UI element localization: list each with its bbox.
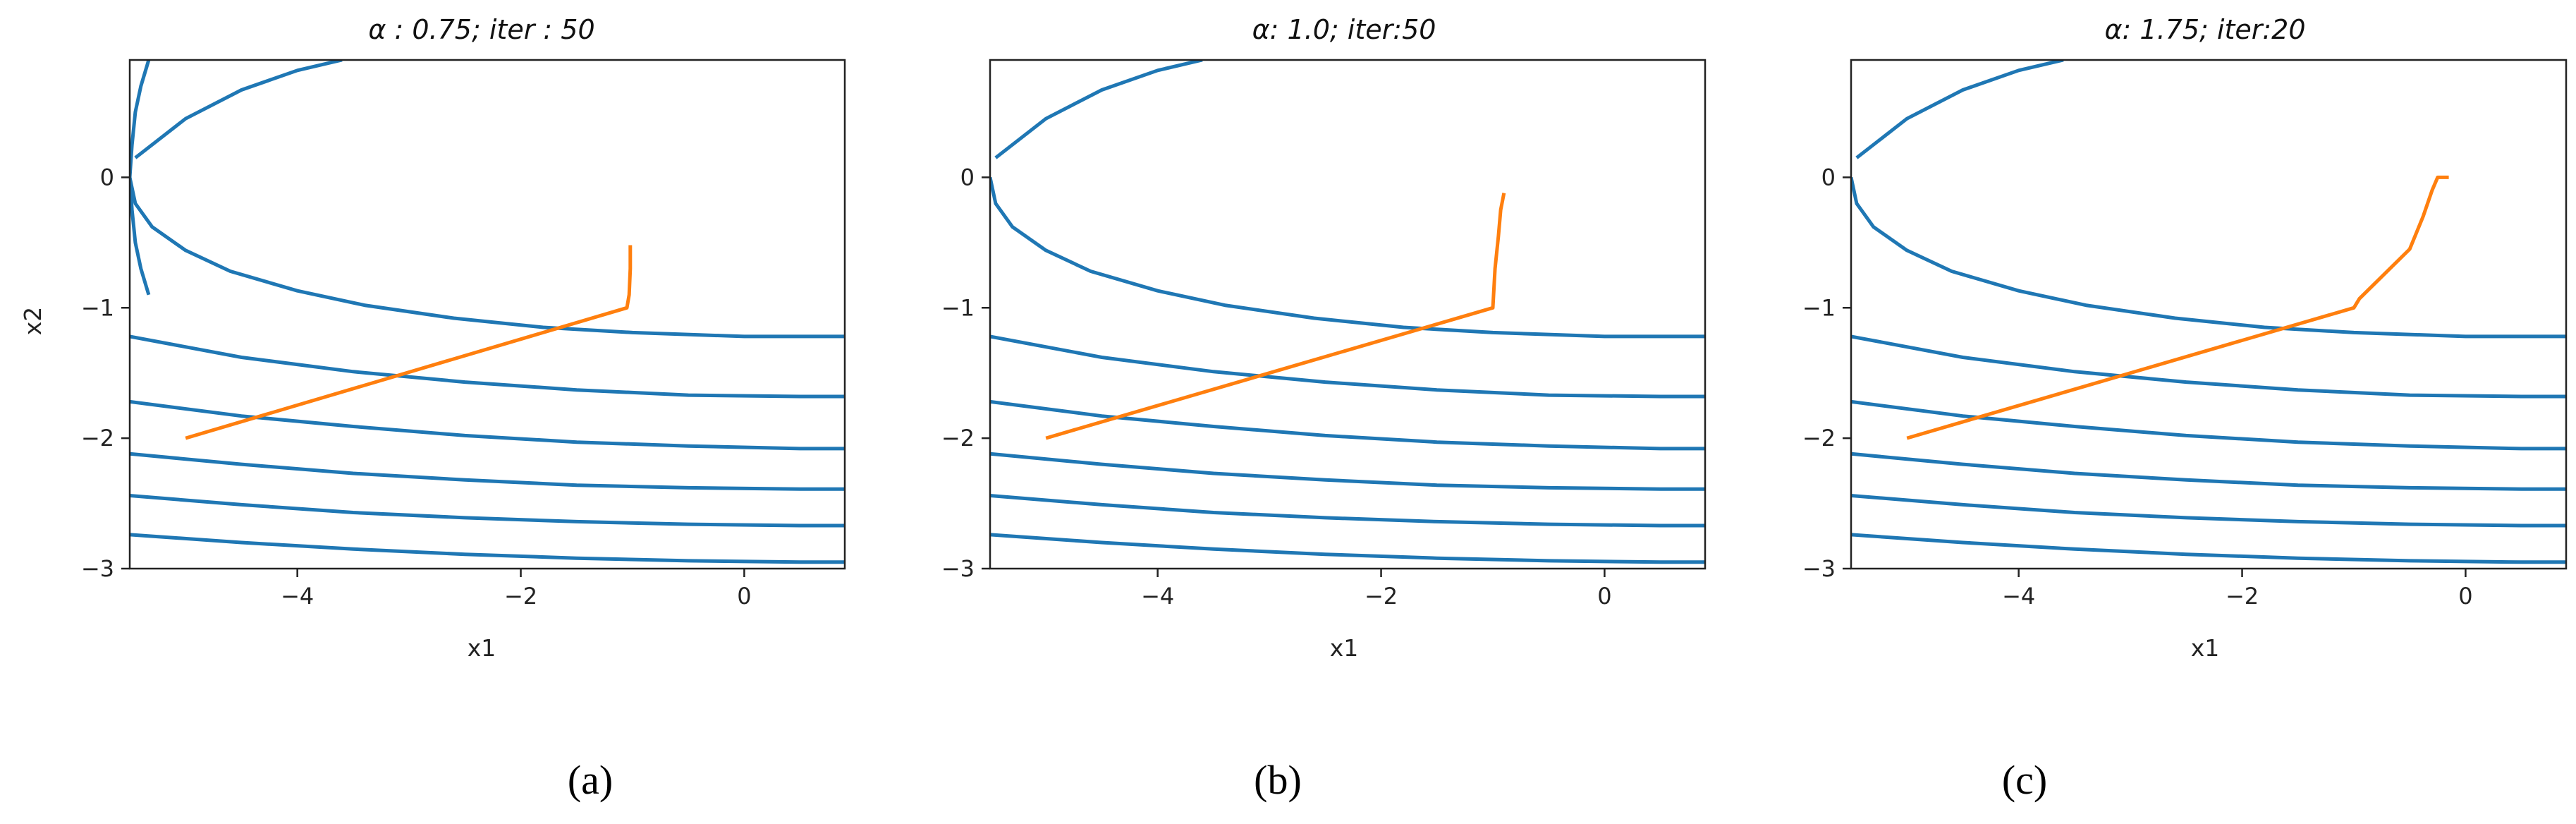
x-tick-label: −2 bbox=[2226, 583, 2259, 610]
y-tick-label: −1 bbox=[81, 294, 114, 321]
x-tick-label: −4 bbox=[1141, 583, 1174, 610]
subplot-a-ylabel: x2 bbox=[19, 307, 47, 336]
contour-line-4 bbox=[1851, 452, 2566, 491]
contour-line-7 bbox=[1855, 60, 2064, 159]
subplot-c-title: α: 1.75; iter:20 bbox=[2104, 14, 2305, 45]
plot-content bbox=[990, 60, 1705, 564]
x-tick-label: −4 bbox=[281, 583, 314, 610]
x-tick-label: −2 bbox=[504, 583, 537, 610]
contour-line-3 bbox=[130, 399, 845, 451]
subplot-a-xlabel: x1 bbox=[468, 634, 496, 662]
contour-line-3 bbox=[990, 399, 1705, 451]
subplot-b-caption: (b) bbox=[1254, 757, 1302, 803]
contour-line-7 bbox=[130, 60, 151, 296]
subplot-b-xlabel: x1 bbox=[1330, 634, 1359, 662]
optimization-path bbox=[1045, 193, 1506, 440]
y-tick-label: 0 bbox=[100, 164, 114, 190]
contour-line-2 bbox=[990, 334, 1705, 399]
subplot-a-caption: (a) bbox=[568, 757, 613, 803]
subplot-b-plot-area: −4 −2 0 0 −1 −2 −3 bbox=[941, 59, 1707, 610]
contour-line-3 bbox=[1851, 399, 2566, 451]
contour-line-7 bbox=[994, 60, 1203, 159]
contour-line-6 bbox=[990, 533, 1705, 564]
y-tick-label: −1 bbox=[941, 294, 975, 321]
y-tick-label: −3 bbox=[941, 555, 975, 582]
x-tick-label: 0 bbox=[737, 583, 751, 610]
contour-line-2 bbox=[130, 334, 845, 399]
contour-line-8 bbox=[134, 60, 343, 159]
subplot-c-xlabel: x1 bbox=[2191, 634, 2220, 662]
contour-line-6 bbox=[130, 533, 845, 564]
subplot-c-plot-area: −4 −2 0 0 −1 −2 −3 bbox=[1802, 59, 2568, 610]
y-tick-label: −3 bbox=[1802, 555, 1836, 582]
y-tick-label: −2 bbox=[1802, 425, 1836, 452]
contour-line-1 bbox=[130, 176, 845, 339]
subplot-a: α : 0.75; iter : 50 −4 −2 0 0 −1 −2 −3 x1 x2 (… bbox=[19, 14, 846, 803]
y-tick-label: 0 bbox=[960, 164, 975, 190]
x-tick-label: 0 bbox=[1597, 583, 1611, 610]
plot-content bbox=[130, 60, 845, 564]
subplot-b: α: 1.0; iter:50 −4 −2 0 0 −1 −2 −3 x1 (b) bbox=[941, 14, 1707, 803]
x-tick-label: −2 bbox=[1365, 583, 1398, 610]
contour-line-4 bbox=[130, 452, 845, 491]
contour-line-6 bbox=[1851, 533, 2566, 564]
optimization-path bbox=[1906, 175, 2449, 440]
contour-line-1 bbox=[990, 176, 1705, 339]
y-tick-label: 0 bbox=[1821, 164, 1836, 190]
contour-line-1 bbox=[1851, 176, 2566, 339]
subplot-a-title: α : 0.75; iter : 50 bbox=[368, 14, 594, 45]
subplot-b-title: α: 1.0; iter:50 bbox=[1252, 14, 1436, 45]
y-tick-label: −2 bbox=[81, 425, 114, 452]
axes-frame bbox=[1850, 59, 2568, 570]
contour-line-5 bbox=[1851, 494, 2566, 528]
subplot-c-caption: (c) bbox=[2002, 757, 2047, 803]
contour-line-5 bbox=[990, 494, 1705, 528]
y-tick-label: −3 bbox=[81, 555, 114, 582]
optimization-path bbox=[185, 245, 633, 440]
contour-line-4 bbox=[990, 452, 1705, 491]
subplot-c: α: 1.75; iter:20 −4 −2 0 0 −1 −2 −3 x1 (c) bbox=[1802, 14, 2568, 803]
y-tick-label: −2 bbox=[941, 425, 975, 452]
subplot-a-plot-area: −4 −2 0 0 −1 −2 −3 bbox=[81, 59, 846, 610]
contour-line-2 bbox=[1851, 334, 2566, 399]
x-tick-label: −4 bbox=[2002, 583, 2035, 610]
x-tick-label: 0 bbox=[2458, 583, 2472, 610]
plot-content bbox=[1851, 60, 2566, 564]
y-tick-label: −1 bbox=[1802, 294, 1836, 321]
axes-frame bbox=[989, 59, 1707, 570]
axes-frame bbox=[128, 59, 846, 570]
contour-line-5 bbox=[130, 494, 845, 528]
